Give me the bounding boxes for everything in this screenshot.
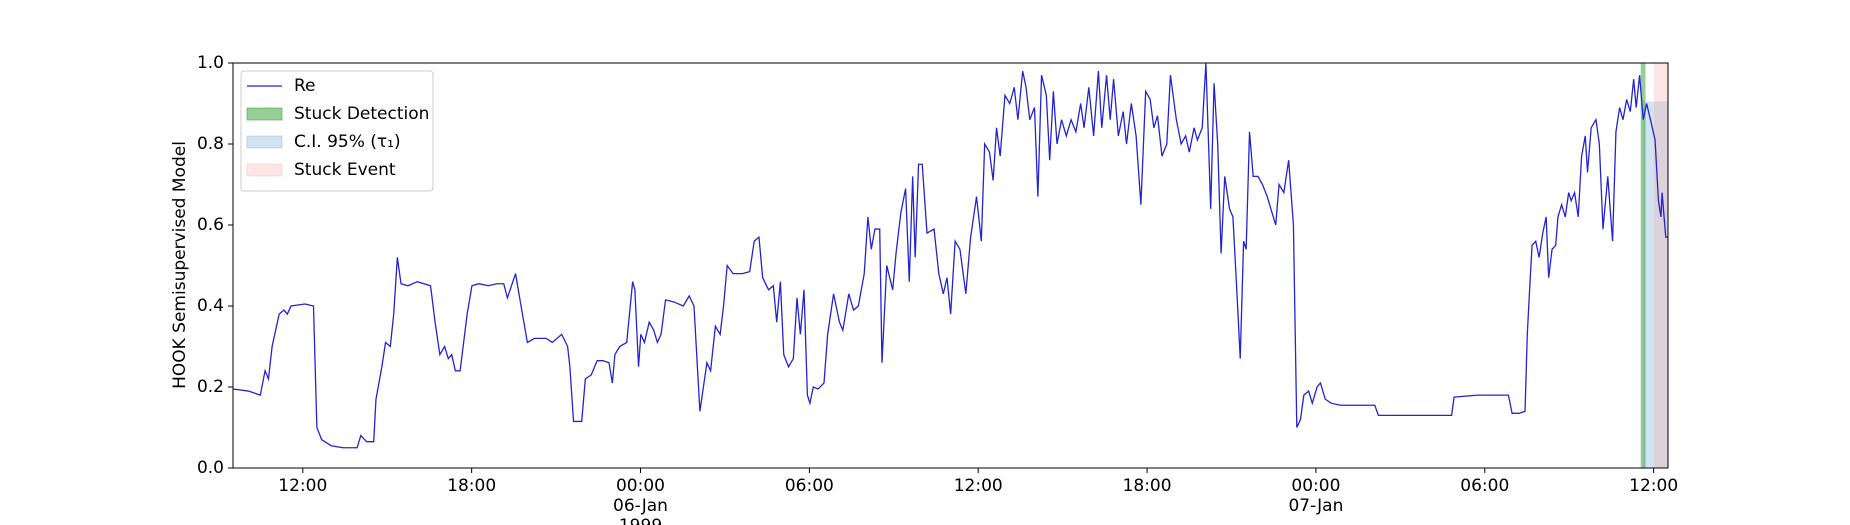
y-tick-label: 0.6 <box>197 215 224 235</box>
y-tick-label: 0.8 <box>197 134 224 154</box>
legend-label: Re <box>294 76 316 96</box>
x-tick-label: 12:00 <box>953 476 1003 496</box>
x-tick-label: 06:00 <box>784 476 834 496</box>
legend-label: Stuck Event <box>294 160 396 180</box>
x-tick-label: 18:00 <box>1122 476 1172 496</box>
legend-label: C.I. 95% (τ₁) <box>294 132 401 152</box>
legend-patch <box>246 107 283 121</box>
legend-box <box>240 70 434 192</box>
span <box>1643 101 1668 468</box>
plot-frame <box>232 62 1669 469</box>
y-tick-label: 1.0 <box>197 53 224 73</box>
y-tick-label: 0.2 <box>197 377 224 397</box>
legend-label: Stuck Detection <box>294 104 429 124</box>
y-axis-label: HOOK Semisupervised Model <box>170 141 190 389</box>
x-tick-label: 00:00 06-Jan 1999 <box>613 476 668 525</box>
legend: Re Stuck Detection C.I. 95% (τ₁) Stuck Even… <box>240 70 434 192</box>
x-tick-label: 00:00 07-Jan <box>1288 476 1344 516</box>
series-line <box>232 62 1668 449</box>
x-tick-label: 12:00 <box>278 476 328 496</box>
span <box>1640 63 1646 468</box>
span <box>1653 63 1668 468</box>
y-tick-label: 0.4 <box>197 296 224 316</box>
x-tick-label: 18:00 <box>447 476 497 496</box>
legend-patch <box>246 163 283 177</box>
x-tick-label: 12:00 <box>1629 476 1679 496</box>
y-tick-label: 0.0 <box>197 458 224 478</box>
x-tick-label: 06:00 <box>1460 476 1510 496</box>
legend-patch <box>246 135 283 149</box>
